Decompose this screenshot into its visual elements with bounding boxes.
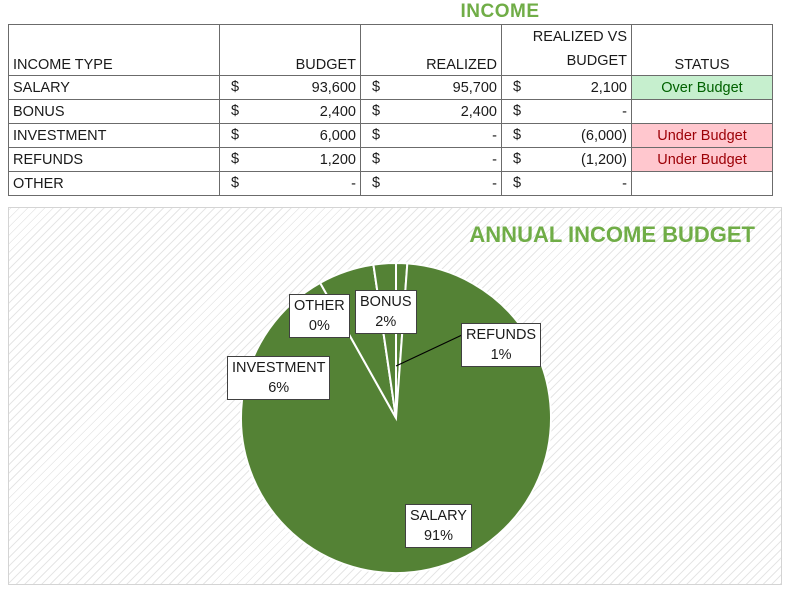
header-diff-line2: BUDGET (566, 53, 627, 69)
realized-cell: $ - (360, 171, 502, 196)
data-label-name: SALARY (410, 508, 467, 524)
currency-symbol: $ (372, 151, 381, 167)
income-type-cell: SALARY (8, 75, 220, 100)
income-table: INCOME TYPE BUDGET REALIZED REALIZED VS B… (8, 24, 773, 196)
realized-cell: $2,400 (360, 99, 502, 124)
currency-symbol: $ (513, 79, 522, 95)
header-income-type: INCOME TYPE (8, 24, 220, 76)
diff-cell: $ (1,200) (501, 147, 632, 172)
currency-symbol: $ (513, 175, 522, 191)
table-row: INVESTMENT $6,000 $ - $ (6,000) Under Budg… (8, 123, 773, 148)
realized-cell: $ - (360, 123, 502, 148)
header-realized: REALIZED (360, 24, 502, 76)
realized-value: 95,700 (452, 79, 497, 96)
currency-symbol: $ (231, 175, 240, 191)
status-badge (631, 171, 773, 196)
table-header-row: INCOME TYPE BUDGET REALIZED REALIZED VS B… (8, 24, 773, 76)
currency-symbol: $ (231, 79, 240, 95)
budget-cell: $6,000 (219, 123, 361, 148)
data-label-pct: 0% (308, 318, 330, 334)
income-type-cell: BONUS (8, 99, 220, 124)
pie-chart-area: ANNUAL INCOME BUDGET SALARY 91% INVESTME… (8, 207, 782, 585)
data-label-pct: 6% (268, 380, 290, 396)
diff-value: - (622, 175, 627, 192)
diff-value: 2,100 (590, 79, 627, 96)
realized-value: - (492, 175, 497, 192)
currency-symbol: $ (372, 103, 381, 119)
status-badge: Over Budget (631, 75, 773, 100)
data-label-refunds: REFUNDS 1% (461, 323, 542, 367)
data-label-bonus: BONUS 2% (355, 290, 417, 334)
currency-symbol: $ (231, 103, 240, 119)
budget-value: 93,600 (311, 79, 356, 96)
data-label-name: BONUS (360, 294, 412, 310)
table-row: SALARY $93,600 $95,700 $2,100 Over Budge… (8, 75, 773, 100)
currency-symbol: $ (513, 103, 522, 119)
data-label-pct: 2% (375, 314, 397, 330)
data-label-name: OTHER (294, 298, 345, 314)
budget-value: - (351, 175, 356, 192)
header-diff-line1: REALIZED VS (532, 29, 627, 45)
budget-cell: $1,200 (219, 147, 361, 172)
income-title: INCOME (460, 1, 540, 22)
budget-cell: $93,600 (219, 75, 361, 100)
budget-cell: $2,400 (219, 99, 361, 124)
diff-value: (1,200) (581, 151, 627, 168)
income-type-cell: REFUNDS (8, 147, 220, 172)
diff-value: - (622, 103, 627, 120)
budget-value: 1,200 (319, 151, 356, 168)
realized-cell: $95,700 (360, 75, 502, 100)
status-badge: Under Budget (631, 123, 773, 148)
table-row: BONUS $2,400 $2,400 $ - (8, 99, 773, 124)
currency-symbol: $ (372, 175, 381, 191)
income-type-cell: INVESTMENT (8, 123, 220, 148)
realized-cell: $ - (360, 147, 502, 172)
data-label-name: REFUNDS (466, 327, 537, 343)
refunds-leader-line (395, 334, 463, 367)
budget-cell: $ - (219, 171, 361, 196)
currency-symbol: $ (513, 127, 522, 143)
chart-title: ANNUAL INCOME BUDGET (469, 222, 755, 247)
budget-value: 2,400 (319, 103, 356, 120)
header-realized-vs-budget: REALIZED VS BUDGET (501, 24, 632, 76)
diff-cell: $ - (501, 171, 632, 196)
currency-symbol: $ (231, 151, 240, 167)
status-badge (631, 99, 773, 124)
budget-value: 6,000 (319, 127, 356, 144)
diff-value: (6,000) (581, 127, 627, 144)
data-label-other: OTHER 0% (289, 294, 350, 338)
data-label-investment: INVESTMENT 6% (227, 356, 331, 400)
table-row: OTHER $ - $ - $ - (8, 171, 773, 196)
status-badge: Under Budget (631, 147, 773, 172)
realized-value: - (492, 127, 497, 144)
realized-value: 2,400 (460, 103, 497, 120)
data-label-name: INVESTMENT (232, 360, 326, 376)
header-budget: BUDGET (219, 24, 361, 76)
currency-symbol: $ (372, 79, 381, 95)
realized-value: - (492, 151, 497, 168)
data-label-pct: 1% (490, 347, 512, 363)
currency-symbol: $ (372, 127, 381, 143)
diff-cell: $ - (501, 99, 632, 124)
data-label-salary: SALARY 91% (405, 504, 472, 548)
diff-cell: $2,100 (501, 75, 632, 100)
pie-chart-svg (240, 261, 552, 574)
diff-cell: $ (6,000) (501, 123, 632, 148)
data-label-pct: 91% (423, 528, 453, 544)
table-row: REFUNDS $1,200 $ - $ (1,200) Under Budget (8, 147, 773, 172)
income-type-cell: OTHER (8, 171, 220, 196)
header-status: STATUS (631, 24, 773, 76)
currency-symbol: $ (231, 127, 240, 143)
currency-symbol: $ (513, 151, 522, 167)
